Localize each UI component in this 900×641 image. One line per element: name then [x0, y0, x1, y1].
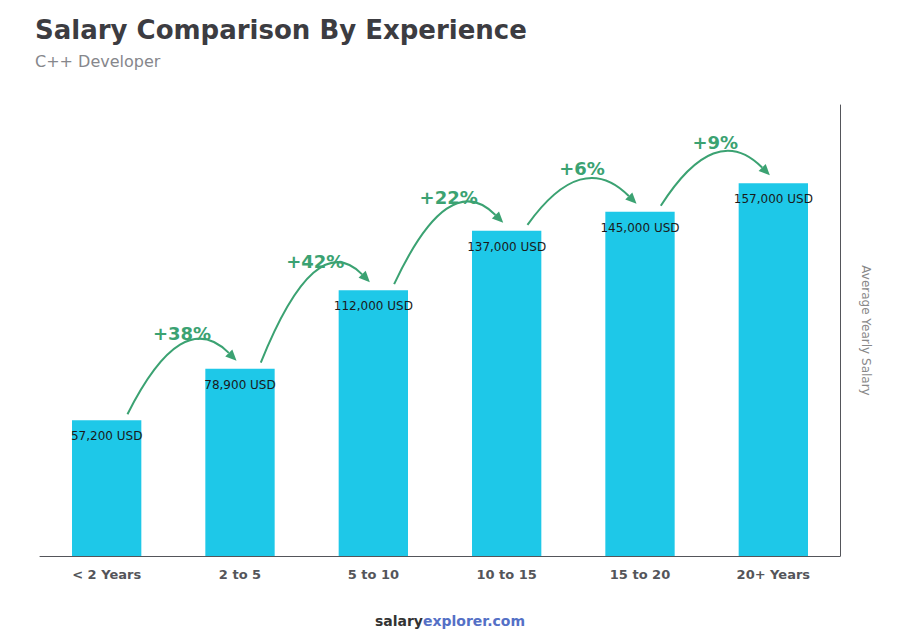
svg-text:Average Yearly Salary: Average Yearly Salary	[859, 265, 873, 395]
svg-text:< 2 Years: < 2 Years	[72, 567, 141, 582]
svg-text:10 to 15: 10 to 15	[476, 567, 536, 582]
svg-text:57,200 USD: 57,200 USD	[71, 429, 142, 443]
svg-text:salary: salary	[375, 613, 423, 629]
svg-text:15 to 20: 15 to 20	[610, 567, 670, 582]
svg-text:+42%: +42%	[286, 251, 344, 272]
svg-text:Salary Comparison By Experienc: Salary Comparison By Experience	[35, 15, 527, 45]
svg-text:78,900 USD: 78,900 USD	[204, 378, 275, 392]
svg-text:+38%: +38%	[153, 323, 211, 344]
svg-text:explorer.com: explorer.com	[423, 613, 525, 629]
svg-text:C++ Developer: C++ Developer	[35, 52, 161, 71]
svg-text:157,000 USD: 157,000 USD	[734, 192, 813, 206]
svg-text:+6%: +6%	[559, 158, 605, 179]
svg-text:5 to 10: 5 to 10	[348, 567, 399, 582]
svg-text:20+ Years: 20+ Years	[737, 567, 811, 582]
svg-text:+9%: +9%	[693, 132, 739, 153]
svg-text:137,000 USD: 137,000 USD	[467, 240, 546, 254]
svg-text:+22%: +22%	[420, 187, 478, 208]
svg-text:145,000 USD: 145,000 USD	[600, 221, 679, 235]
svg-text:2 to 5: 2 to 5	[219, 567, 261, 582]
svg-text:112,000 USD: 112,000 USD	[334, 299, 413, 313]
